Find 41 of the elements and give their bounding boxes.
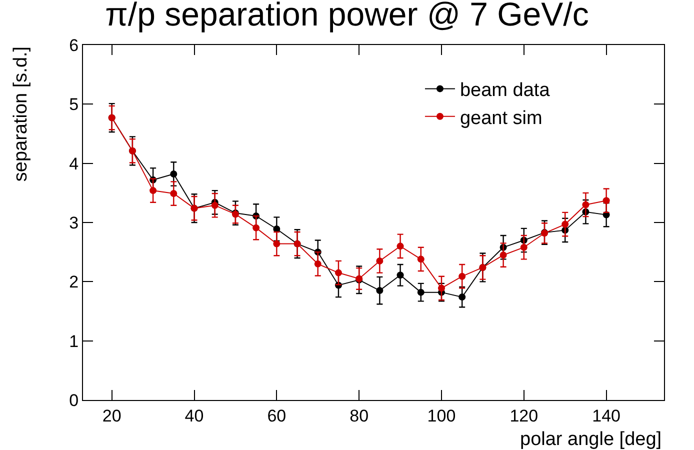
point [376, 287, 384, 294]
point [396, 242, 404, 250]
y-tick-label: 0 [69, 390, 79, 410]
point [211, 202, 218, 209]
x-tick-label: 120 [510, 406, 538, 426]
point [602, 197, 610, 204]
point [314, 260, 322, 268]
x-tick-label: 80 [350, 406, 369, 426]
y-axis-title: separation [s.d.] [10, 46, 32, 182]
x-tick-label: 140 [592, 406, 620, 426]
point [582, 201, 590, 208]
point [150, 187, 157, 194]
point [417, 288, 424, 296]
x-tick-label: 40 [184, 406, 204, 426]
point [520, 244, 528, 251]
point [562, 220, 569, 228]
chart-title: π/p separation power @ 7 GeV/c [105, 0, 589, 32]
point [396, 272, 404, 279]
x-axis-title: polar angle [deg] [520, 429, 662, 450]
point [170, 190, 178, 198]
point [500, 252, 507, 259]
y-tick-label: 2 [69, 272, 79, 292]
point [458, 294, 466, 301]
y-tick-label: 4 [69, 154, 79, 174]
point [417, 256, 424, 263]
y-tick-label: 5 [69, 95, 79, 114]
x-tick-label: 100 [427, 406, 456, 426]
y-tick-label: 1 [69, 332, 79, 351]
point [252, 224, 260, 232]
legend-label: beam data [460, 80, 550, 102]
y-tick-label: 3 [69, 213, 79, 232]
y-tick-label: 6 [69, 36, 79, 55]
point [458, 272, 466, 280]
point [376, 257, 384, 264]
point [170, 170, 178, 178]
point [438, 284, 445, 292]
legend-label: geant sim [460, 108, 542, 129]
x-tick-label: 60 [267, 406, 286, 426]
point [334, 269, 342, 276]
point [273, 240, 280, 248]
x-tick-label: 20 [102, 406, 122, 426]
